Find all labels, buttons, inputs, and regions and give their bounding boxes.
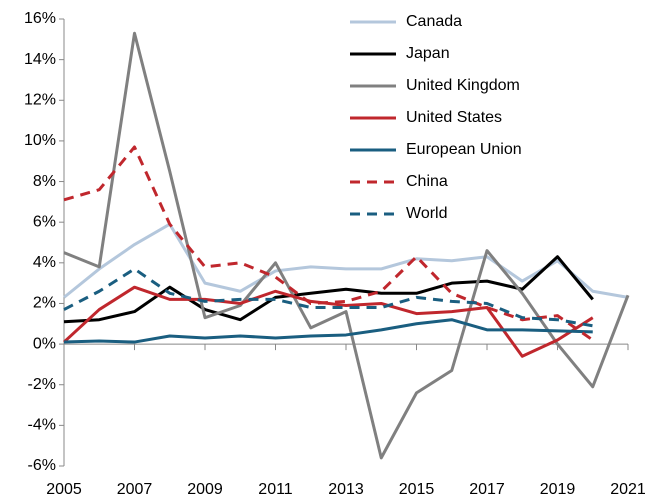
y-tick-label: -4% <box>28 417 56 434</box>
x-tick-label: 2015 <box>399 481 435 498</box>
series-line <box>63 318 593 344</box>
y-tick-label: 8% <box>33 173 56 190</box>
x-tick-label: 2017 <box>469 481 505 498</box>
x-tick-label: 2013 <box>328 481 364 498</box>
y-tick-label: 2% <box>33 295 56 312</box>
y-tick-label: -2% <box>28 376 56 393</box>
series-line <box>63 31 630 460</box>
x-tick-label: 2005 <box>46 481 82 498</box>
legend-label: European Union <box>406 141 522 158</box>
y-tick-label: 14% <box>24 51 56 68</box>
y-tick-label: 6% <box>33 213 56 230</box>
x-tick-label: 2009 <box>187 481 223 498</box>
legend-label: Japan <box>406 45 450 62</box>
legend-label: United States <box>406 109 502 126</box>
legend-label: United Kingdom <box>406 77 520 94</box>
x-tick-label: 2011 <box>258 481 293 498</box>
series-line <box>63 145 594 342</box>
series-line <box>63 267 594 328</box>
y-tick-label: 12% <box>24 91 56 108</box>
y-tick-label: 10% <box>24 132 56 149</box>
legend-label: Canada <box>406 13 462 30</box>
y-tick-label: -6% <box>28 457 56 474</box>
x-tick-label: 2019 <box>540 481 576 498</box>
series-line <box>63 222 629 299</box>
legend-bg <box>346 169 546 195</box>
series-line <box>62 285 594 358</box>
legend-label: World <box>406 205 448 222</box>
x-tick-label: 2021 <box>610 481 646 498</box>
x-tick-label: 2007 <box>117 481 153 498</box>
legend-label: China <box>406 173 448 190</box>
y-tick-label: 4% <box>33 254 56 271</box>
legend-bg <box>346 201 546 227</box>
y-tick-label: 16% <box>24 10 56 27</box>
y-tick-label: 0% <box>33 335 56 352</box>
series-line <box>63 255 594 324</box>
